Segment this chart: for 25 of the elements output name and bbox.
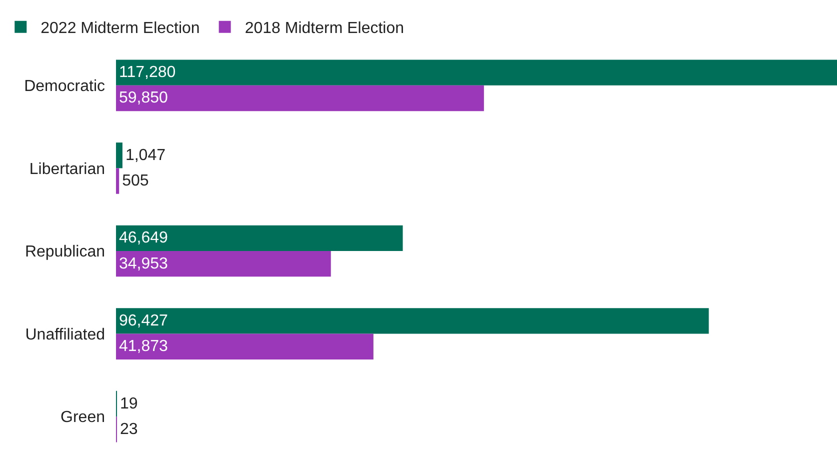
bar [116,308,709,334]
data-label: 23 [120,420,138,438]
data-label: 96,427 [119,312,168,330]
data-label: 1,047 [125,146,166,164]
data-label: 505 [122,172,149,190]
y-tick-label: Libertarian [29,160,105,178]
bar [116,168,120,194]
y-tick-label: Green [60,409,105,426]
legend-label: 2022 Midterm Election [40,20,200,38]
y-tick-label: Republican [24,244,105,261]
data-label: 34,953 [119,255,168,272]
y-tick-label: Democratic [24,78,105,95]
data-label: 41,873 [119,338,168,356]
y-tick-label: Unaffiliated [25,326,105,344]
legend-label: 2018 Midterm Election [244,20,404,38]
data-label: 59,850 [119,90,168,107]
bar [116,334,374,360]
bar [116,225,403,251]
bar [116,142,122,168]
data-label: 46,649 [119,230,168,247]
bar [116,85,484,112]
bar [116,251,331,277]
data-label: 117,280 [119,64,176,82]
data-label: 19 [120,395,138,412]
bar [116,60,837,86]
